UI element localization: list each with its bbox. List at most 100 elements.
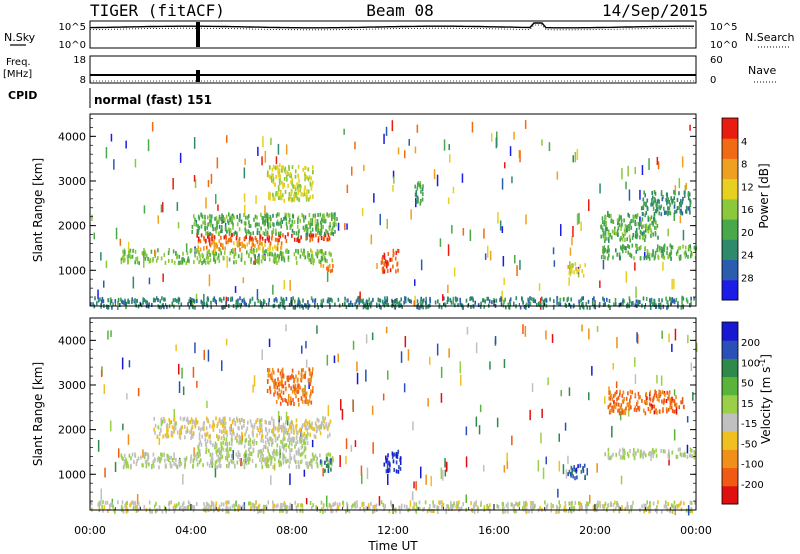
power-echo-cell [667, 228, 669, 237]
power-echo-cell [316, 249, 319, 253]
power-echo-cell [151, 303, 153, 307]
velocity-echo-cell [304, 399, 306, 404]
power-echo-cell [127, 299, 129, 304]
power-echo-cell [202, 305, 204, 310]
velocity-echo-cell [333, 355, 336, 363]
velocity-echo-cell [176, 465, 179, 470]
velocity-echo-cell [264, 504, 267, 509]
velocity-echo-cell [341, 408, 344, 420]
velocity-echo-cell [621, 399, 624, 404]
power-echo-cell [588, 199, 590, 212]
velocity-echo-cell [281, 428, 283, 433]
power-echo-cell [310, 253, 313, 258]
power-echo-cell [262, 246, 264, 251]
velocity-echo-cell [249, 438, 252, 443]
power-echo-cell [329, 213, 331, 218]
velocity-echo-cell [261, 457, 264, 462]
velocity-echo-cell [540, 432, 542, 444]
velocity-echo-cell [530, 507, 533, 512]
power-echo-cell [201, 261, 203, 266]
power-echo-cell [331, 230, 333, 235]
velocity-echo-cell [255, 500, 257, 505]
power-echo-cell [297, 302, 299, 306]
velocity-echo-cell [201, 434, 204, 439]
velocity-echo-cell [324, 508, 326, 513]
power-echo-cell [653, 190, 656, 194]
power-echo-cell [298, 229, 300, 234]
velocity-echo-cell [643, 509, 645, 514]
power-echo-cell [299, 188, 301, 193]
velocity-echo-cell [308, 371, 311, 376]
velocity-echo-cell [479, 404, 482, 413]
power-echo-cell [249, 231, 252, 236]
velocity-echo-cell [234, 422, 237, 427]
velocity-echo-cell [573, 465, 575, 470]
power-echo-cell [219, 229, 222, 234]
power-echo-cell [392, 170, 395, 179]
power-echo-cell [228, 231, 231, 236]
velocity-echo-cell [168, 424, 171, 428]
velocity-echo-cell [272, 454, 275, 459]
power-echo-cell [198, 237, 200, 242]
power-echo-cell [210, 300, 212, 305]
power-echo-cell [270, 251, 272, 256]
power-echo-cell [396, 248, 399, 253]
velocity-echo-cell [532, 505, 534, 509]
velocity-echo-cell [285, 411, 288, 422]
velocity-echo-cell [278, 422, 281, 427]
power-echo-cell [290, 297, 293, 302]
velocity-echo-cell [272, 432, 275, 437]
velocity-echo-cell [220, 452, 222, 457]
power-colorbar-segment [722, 239, 738, 260]
velocity-echo-cell [241, 431, 243, 436]
velocity-echo-cell [277, 426, 279, 431]
velocity-echo-cell [257, 449, 260, 454]
velocity-echo-cell [284, 430, 287, 435]
velocity-echo-cell [236, 439, 238, 443]
velocity-echo-cell [287, 428, 290, 433]
velocity-echo-cell [480, 500, 482, 505]
power-echo-cell [640, 206, 643, 211]
velocity-echo-cell [609, 456, 612, 461]
power-echo-cell [536, 302, 538, 307]
velocity-echo-cell [267, 379, 269, 383]
power-echo-cell [387, 303, 389, 307]
power-echo-cell [194, 248, 196, 253]
velocity-echo-cell [192, 366, 195, 378]
velocity-echo-cell [297, 450, 300, 455]
power-echo-cell [222, 305, 224, 310]
power-echo-cell [267, 215, 269, 227]
velocity-echo-cell [359, 506, 361, 511]
power-echo-cell [653, 256, 656, 261]
velocity-x-tick-label: 04:00 [175, 524, 207, 537]
velocity-echo-cell [283, 444, 285, 449]
power-echo-cell [600, 234, 602, 239]
velocity-echo-cell [203, 426, 205, 431]
velocity-echo-cell [152, 459, 155, 464]
velocity-echo-cell [584, 474, 586, 479]
power-echo-cell [175, 298, 178, 303]
velocity-echo-cell [597, 503, 599, 508]
velocity-echo-cell [193, 447, 195, 457]
power-echo-cell [662, 195, 664, 199]
velocity-echo-cell [545, 456, 547, 465]
power-echo-cell [138, 261, 140, 266]
velocity-echo-cell [372, 505, 374, 509]
velocity-colorbar-tick-label: 15 [741, 399, 754, 410]
velocity-echo-cell [336, 506, 339, 511]
noise-search-line [90, 24, 694, 31]
power-echo-cell [383, 261, 385, 266]
velocity-echo-cell [220, 502, 223, 507]
velocity-echo-cell [118, 448, 120, 458]
velocity-echo-cell [121, 357, 124, 370]
power-echo-cell [196, 299, 198, 303]
velocity-echo-cell [531, 509, 533, 514]
power-echo-cell [600, 224, 603, 229]
velocity-echo-cell [282, 456, 284, 461]
velocity-echo-cell [665, 407, 668, 412]
power-echo-cell [213, 245, 216, 249]
power-echo-cell [479, 304, 482, 309]
power-panel-frame [89, 113, 697, 307]
velocity-echo-cell [644, 453, 647, 458]
velocity-echo-cell [399, 466, 402, 471]
